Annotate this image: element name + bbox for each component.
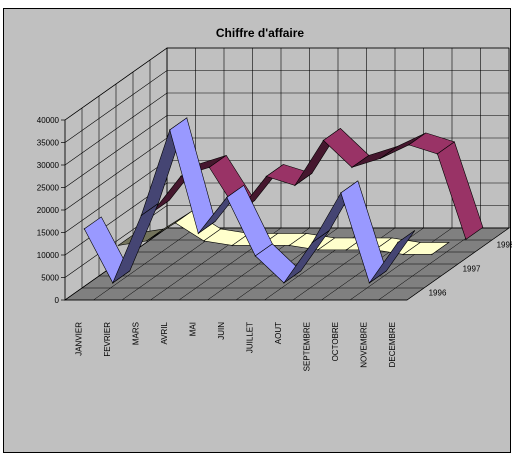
data-point [294, 184, 296, 187]
chart: Chiffre d'affaire 0 5000 10000 15000 20000 25… [37, 26, 512, 371]
data-point [311, 241, 314, 244]
data-point [231, 244, 234, 247]
z-tick-label: 1996 [429, 288, 447, 297]
x-tick-label: JANVIER [74, 322, 83, 356]
data-point [379, 157, 382, 160]
axis-labels: 0 5000 10000 15000 20000 25000 30000 35000 40000… [37, 116, 512, 371]
data-point [203, 240, 205, 242]
y-tick-label: 25000 [37, 184, 60, 193]
data-point [169, 129, 171, 131]
x-tick-label: NOVEMBRE [359, 322, 368, 368]
series-segment [437, 141, 484, 240]
data-point [351, 166, 353, 169]
data-point [208, 166, 211, 169]
z-tick-label: 1998 [497, 240, 512, 249]
x-tick-label: JUILLET [245, 322, 254, 353]
z-tick-label: 1997 [463, 264, 481, 273]
y-tick-label: 10000 [37, 251, 60, 260]
y-tick-label: 0 [55, 296, 60, 305]
chart-title: Chiffre d'affaire [216, 26, 305, 40]
x-tick-label: OCTOBRE [331, 322, 340, 361]
data-point [226, 196, 228, 199]
y-tick-label: 35000 [37, 139, 60, 148]
data-point [146, 240, 148, 242]
series-segment [402, 242, 450, 255]
data-point [345, 249, 348, 251]
y-tick-label: 30000 [37, 161, 60, 170]
data-point [174, 222, 177, 224]
data-point [317, 249, 319, 251]
data-point [368, 282, 371, 284]
data-point [340, 192, 342, 194]
y-tick-label: 20000 [37, 206, 60, 215]
data-point [408, 144, 410, 146]
y-tick-label: 15000 [37, 229, 60, 238]
x-tick-label: SEPTEMBRE [302, 322, 311, 371]
data-point [140, 214, 143, 217]
data-point [436, 153, 439, 155]
data-point [117, 244, 120, 247]
data-point [402, 253, 405, 256]
y-tick-label: 5000 [41, 274, 59, 283]
x-tick-label: MAI [188, 322, 197, 336]
x-tick-label: DECEMBRE [388, 322, 397, 367]
data-point [83, 228, 86, 230]
data-point [288, 244, 291, 247]
data-point [265, 175, 268, 178]
data-point [465, 238, 467, 241]
data-point [254, 255, 257, 257]
x-tick-label: FEVRIER [103, 322, 112, 357]
data-point [322, 139, 325, 142]
x-tick-label: AOUT [274, 322, 283, 344]
data-point [397, 241, 399, 244]
y-tick-label: 40000 [37, 116, 60, 125]
data-point [431, 253, 433, 256]
series-1996 [83, 117, 416, 284]
data-point [112, 282, 114, 284]
x-tick-label: AVRIL [160, 321, 169, 344]
x-tick-label: MARS [131, 322, 140, 345]
data-point [197, 232, 200, 235]
x-tick-label: JUIN [217, 322, 226, 340]
series-segment [369, 230, 416, 284]
data-point [283, 282, 285, 284]
data-ribbons [83, 117, 484, 284]
chart-area: Chiffre d'affaire 0 5000 10000 15000 20000 25… [3, 8, 512, 453]
data-point [180, 175, 182, 178]
